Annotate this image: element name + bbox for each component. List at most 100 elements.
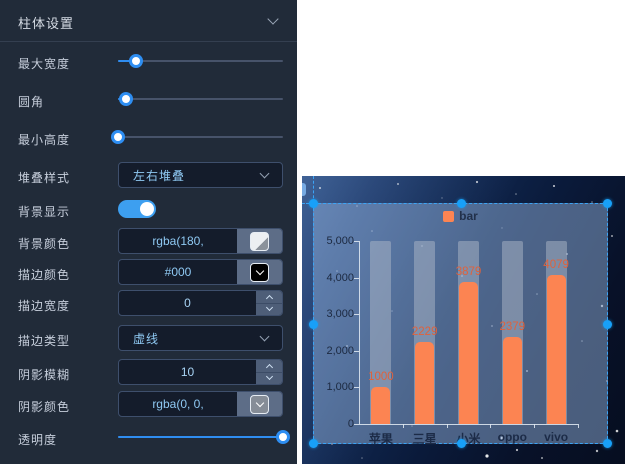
panel-title: 柱体设置 [18,16,75,31]
slider-thumb[interactable] [276,430,290,444]
stack-style-select[interactable]: 左右堆叠 [118,162,283,188]
corner-radius-slider[interactable] [118,92,283,106]
x-axis-category-label: 三星 [412,432,437,446]
chevron-down-icon [265,373,273,381]
x-axis-tick [490,424,492,428]
slider-thumb[interactable] [119,92,134,106]
background-color-value: rgba(180, [152,234,204,248]
legend-label: bar [459,209,478,223]
stack-style-label: 堆叠样式 [18,171,71,185]
bar-value-label: 4079 [543,258,569,271]
stroke-width-label: 描边宽度 [18,299,71,313]
opacity-label: 透明度 [18,433,58,447]
min-height-label: 最小高度 [18,133,71,147]
bar-chart-widget[interactable]: bar 0 1,000 2,000 3,000 4,000 5,000 1000 苹果 2229… [309,199,612,448]
y-axis-tick [354,424,359,425]
resize-handle-top[interactable] [457,199,466,208]
x-axis-category-label: vivo [544,430,569,444]
stroke-color-field[interactable]: #000 [118,259,283,285]
color-picker-button[interactable] [237,260,282,284]
x-axis-tick [578,424,579,428]
min-height-slider[interactable] [111,130,283,144]
y-axis-tick [354,277,359,279]
shadow-color-field[interactable]: rgba(0, 0, [118,391,283,417]
shadow-blur-input[interactable]: 10 [118,359,283,385]
dashboard-canvas[interactable]: bar 0 1,000 2,000 3,000 4,000 5,000 1000 苹果 2229… [302,176,625,464]
slider-track[interactable] [118,136,283,138]
color-swatch-icon [250,262,269,282]
shadow-color-value: rgba(0, 0, [152,397,204,411]
y-axis-line [359,241,360,424]
y-axis-tick-label: 0 [347,418,354,430]
slider-track[interactable] [118,60,283,62]
y-axis-tick [354,241,359,242]
chevron-down-icon [265,304,273,312]
stepper-up-button[interactable] [256,291,282,304]
stepper-up-button[interactable] [256,360,282,373]
x-axis-category-label: 苹果 [368,432,393,446]
x-axis-category-label: oppo [497,430,527,444]
corner-radius-label: 圆角 [18,95,45,109]
shadow-blur-value: 10 [180,365,195,379]
resize-handle-left[interactable] [309,320,318,329]
stroke-width-input[interactable]: 0 [118,290,283,316]
resize-handle-bottom-right[interactable] [603,439,612,448]
x-axis-line [359,424,578,425]
stroke-type-label: 描边类型 [18,334,71,348]
background-show-toggle[interactable] [118,200,156,218]
bar [459,282,478,424]
number-stepper [256,291,282,315]
y-axis-tick-label: 5,000 [326,235,354,247]
stroke-type-select[interactable]: 虚线 [118,325,283,351]
color-picker-button[interactable] [237,392,282,416]
y-axis-tick-label: 3,000 [326,308,354,321]
resize-handle-bottom[interactable] [457,439,466,448]
background-show-label: 背景显示 [18,205,71,219]
stepper-down-button[interactable] [256,304,282,316]
x-axis-tick [446,424,448,428]
bar [502,336,522,424]
chart-legend[interactable]: bar [314,209,607,223]
stack-style-value: 左右堆叠 [133,168,186,183]
opacity-slider[interactable] [118,430,290,444]
panel-header[interactable]: 柱体设置 [0,0,297,42]
bar-value-label: 2229 [411,326,438,339]
legend-swatch-icon [443,210,455,222]
color-swatch-icon [250,394,269,414]
slider-fill [118,436,283,438]
chevron-down-icon [259,168,270,179]
resize-handle-top-left[interactable] [309,199,318,208]
background-color-field[interactable]: rgba(180, [118,228,283,254]
y-axis-tick-label: 4,000 [326,271,354,284]
resize-handle-right[interactable] [603,320,612,329]
y-axis-tick [354,387,359,389]
slider-track[interactable] [118,98,283,100]
chevron-up-icon [265,363,273,371]
resize-handle-top-right[interactable] [603,199,612,208]
background-color-label: 背景颜色 [18,237,71,251]
alignment-guide-horizontal [302,203,313,204]
resize-handle-bottom-left[interactable] [309,439,318,448]
shadow-blur-label: 阴影模糊 [18,368,71,382]
slider-thumb[interactable] [129,54,144,68]
stroke-color-value: #000 [164,265,192,279]
max-width-slider[interactable] [118,54,283,68]
x-axis-tick [534,424,536,428]
bar-value-label: 3879 [455,266,482,279]
shadow-color-label: 阴影颜色 [18,400,71,414]
clipped-edge-element [302,183,306,196]
stepper-down-button[interactable] [256,373,282,385]
chevron-up-icon [265,294,273,302]
color-swatch-icon [250,231,269,251]
x-axis-category-label: 小米 [456,432,481,446]
alignment-guide-vertical [313,176,314,203]
collapse-chevron-icon[interactable] [267,13,279,25]
slider-thumb[interactable] [111,130,125,144]
slider-fill [118,60,137,62]
y-axis-tick [354,314,359,316]
stroke-color-label: 描边颜色 [18,268,71,282]
color-picker-button[interactable] [237,229,282,253]
y-axis-tick-label: 1,000 [326,381,354,394]
number-stepper [256,360,282,384]
